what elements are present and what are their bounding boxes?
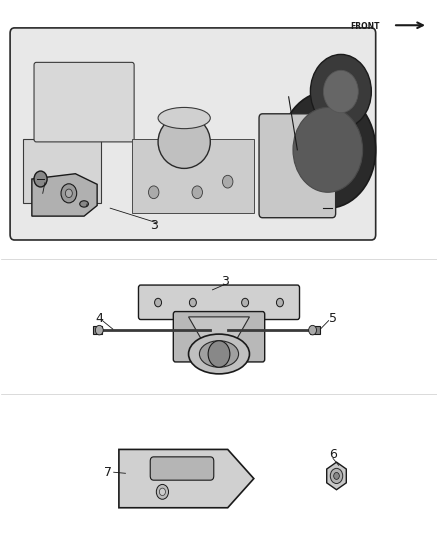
Text: FRONT: FRONT: [350, 22, 380, 31]
Bar: [311, 326, 320, 334]
Circle shape: [155, 298, 162, 307]
Ellipse shape: [80, 201, 88, 207]
Polygon shape: [327, 462, 346, 490]
Circle shape: [334, 472, 339, 479]
Text: 7: 7: [104, 466, 112, 479]
Text: 1: 1: [34, 190, 42, 203]
FancyBboxPatch shape: [259, 114, 336, 217]
Circle shape: [242, 298, 249, 307]
Ellipse shape: [188, 334, 250, 374]
Polygon shape: [32, 174, 97, 216]
Text: 3: 3: [221, 275, 229, 288]
Ellipse shape: [158, 115, 210, 168]
Text: 2: 2: [80, 203, 88, 216]
Bar: [132, 139, 254, 214]
Circle shape: [280, 92, 376, 208]
Circle shape: [148, 186, 159, 199]
Circle shape: [34, 171, 47, 187]
Circle shape: [61, 184, 77, 203]
Circle shape: [276, 298, 283, 307]
Bar: [93, 326, 102, 334]
Polygon shape: [188, 317, 250, 343]
Circle shape: [156, 484, 169, 499]
Circle shape: [192, 186, 202, 199]
Text: 4: 4: [95, 312, 103, 325]
Circle shape: [65, 189, 72, 198]
Circle shape: [223, 175, 233, 188]
Bar: [23, 139, 102, 203]
Circle shape: [208, 341, 230, 367]
Circle shape: [293, 108, 363, 192]
FancyBboxPatch shape: [10, 28, 376, 240]
Circle shape: [309, 325, 317, 335]
FancyBboxPatch shape: [138, 285, 300, 319]
Circle shape: [159, 488, 166, 496]
Text: 6: 6: [329, 448, 337, 461]
Circle shape: [311, 54, 371, 128]
FancyBboxPatch shape: [150, 457, 214, 480]
FancyBboxPatch shape: [173, 312, 265, 362]
Circle shape: [95, 325, 103, 335]
Circle shape: [323, 70, 358, 113]
Circle shape: [189, 298, 196, 307]
Text: 5: 5: [329, 312, 337, 325]
Ellipse shape: [199, 341, 239, 367]
Text: 3: 3: [150, 219, 158, 232]
Polygon shape: [119, 449, 254, 508]
Ellipse shape: [158, 108, 210, 128]
FancyBboxPatch shape: [34, 62, 134, 142]
Circle shape: [330, 469, 343, 483]
